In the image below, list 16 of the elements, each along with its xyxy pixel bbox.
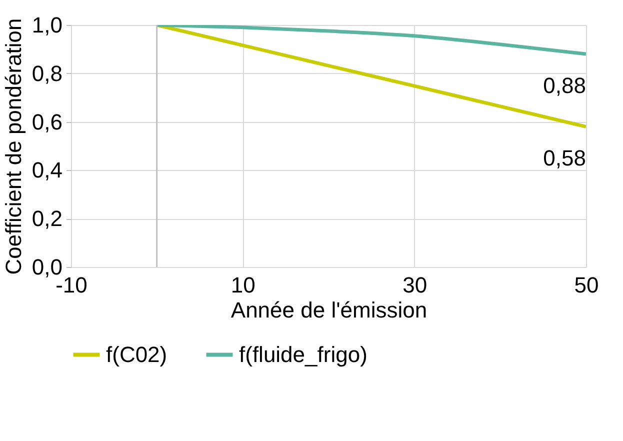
line-series [155,25,586,56]
x-axis-title: Année de l'émission [230,298,428,322]
y-tick-label: 0,2 [32,206,62,232]
y-tick-label: 0,6 [32,109,62,134]
y-tick-label: 0,4 [32,158,62,183]
x-tick-label: 30 [402,272,428,298]
y-axis-title: Coefficient de pondération [0,18,26,275]
x-tick-label: 50 [574,272,599,298]
y-tick-label: 0,8 [32,60,62,86]
legend-label: f(fluide_frigo) [239,342,368,367]
y-tick-label: 0,0 [32,254,62,280]
annotation: 0,58 [543,146,586,171]
y-tick-label: 1,0 [32,12,62,38]
annotation: 0,88 [543,73,586,98]
x-tick-label: 10 [230,272,256,298]
legend-label: f(C02) [106,342,168,367]
